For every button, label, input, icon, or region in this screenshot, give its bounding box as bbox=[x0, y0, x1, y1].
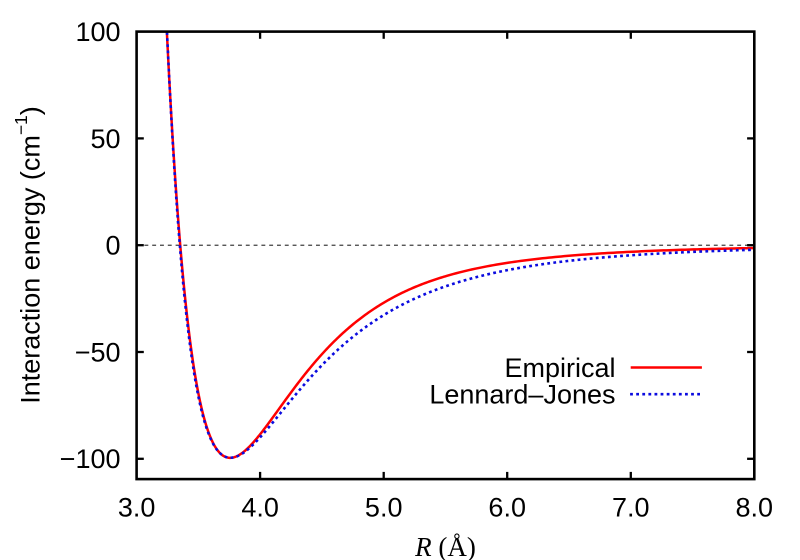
svg-text:7.0: 7.0 bbox=[612, 493, 650, 523]
svg-text:Empirical: Empirical bbox=[504, 353, 615, 383]
svg-text:3.0: 3.0 bbox=[118, 493, 156, 523]
svg-text:4.0: 4.0 bbox=[241, 493, 279, 523]
svg-text:8.0: 8.0 bbox=[736, 493, 774, 523]
svg-text:0: 0 bbox=[105, 231, 120, 261]
svg-text:5.0: 5.0 bbox=[365, 493, 403, 523]
svg-text:100: 100 bbox=[75, 17, 120, 47]
svg-text:Lennard–Jones: Lennard–Jones bbox=[429, 380, 615, 410]
svg-text:Interaction energy (cm−1): Interaction energy (cm−1) bbox=[11, 106, 45, 404]
svg-text:50: 50 bbox=[90, 124, 120, 154]
svg-text:R (Å): R (Å) bbox=[414, 532, 476, 560]
svg-text:6.0: 6.0 bbox=[488, 493, 526, 523]
svg-text:−50: −50 bbox=[75, 337, 121, 367]
svg-text:−100: −100 bbox=[60, 444, 121, 474]
